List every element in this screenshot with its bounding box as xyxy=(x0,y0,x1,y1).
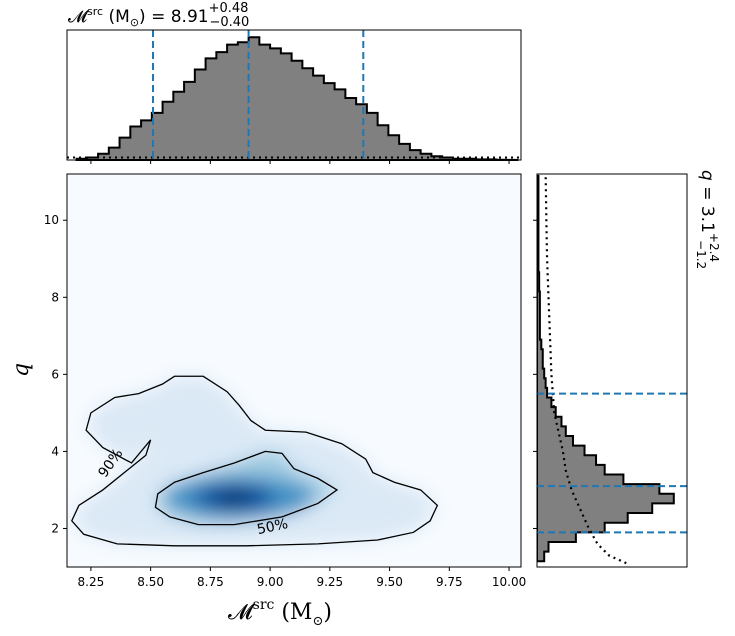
density-core xyxy=(218,490,251,505)
top-marginal-panel xyxy=(66,29,522,164)
title-lower: −0.40 xyxy=(209,15,249,30)
right-frame xyxy=(536,173,688,568)
right-title-upper: +2.4 xyxy=(707,233,721,262)
contour-90pct xyxy=(71,375,439,547)
xlabel-sup: src xyxy=(253,597,275,613)
top-histogram xyxy=(75,36,519,161)
right-title: q = 3.1+2.4−1.2 xyxy=(694,170,721,269)
title-unit: (M xyxy=(103,7,130,27)
contour-50pct xyxy=(154,450,339,526)
y-tick-label: 6 xyxy=(51,367,59,381)
right-title-value: = 3.1 xyxy=(697,181,717,233)
contour-label-50: 50% xyxy=(256,516,290,538)
right-prior-curve xyxy=(544,174,627,565)
title-value: ) = 8.91 xyxy=(139,7,209,27)
y-tick-label: 2 xyxy=(51,521,59,535)
joint-panel: 90%50%8.25 8.50 8.75 9.00 9.25 9.50 9.75 10.002… xyxy=(44,173,526,589)
x-tick-label: 8.50 xyxy=(137,575,164,589)
joint-frame xyxy=(66,173,522,568)
heatmap-density xyxy=(71,376,438,546)
right-title-symbol: q xyxy=(697,170,717,181)
top-frame xyxy=(66,29,522,161)
y-tick-label: 8 xyxy=(51,290,59,304)
x-tick-label: 8.75 xyxy=(197,575,224,589)
xlabel-unit: (M xyxy=(274,600,312,625)
right-marginal-panel xyxy=(533,173,688,568)
x-tick-label: 10.00 xyxy=(492,575,526,589)
title-sup: src xyxy=(87,5,103,18)
y-tick-label: 10 xyxy=(44,213,59,227)
x-tick-label: 9.00 xyxy=(257,575,284,589)
right-title-lower: −1.2 xyxy=(694,240,708,269)
xlabel-sub: ⊙ xyxy=(312,614,323,629)
right-histogram xyxy=(537,174,675,563)
title-sub-unit: ⊙ xyxy=(130,16,139,29)
x-tick-label: 9.25 xyxy=(316,575,343,589)
y-axis-label: q xyxy=(9,363,34,377)
x-tick-label: 9.50 xyxy=(376,575,403,589)
xlabel-close: ) xyxy=(323,600,332,625)
top-title: 𝓜src (M⊙) = 8.91+0.48 −0.40 xyxy=(68,1,249,30)
x-axis-label: 𝓜src (M⊙) xyxy=(228,597,332,629)
title-upper: +0.48 xyxy=(209,1,249,16)
x-tick-label: 8.25 xyxy=(78,575,105,589)
xlabel-symbol: 𝓜 xyxy=(228,600,255,625)
y-tick-label: 4 xyxy=(51,444,59,458)
x-tick-label: 9.75 xyxy=(436,575,463,589)
title-symbol: 𝓜 xyxy=(68,7,89,27)
